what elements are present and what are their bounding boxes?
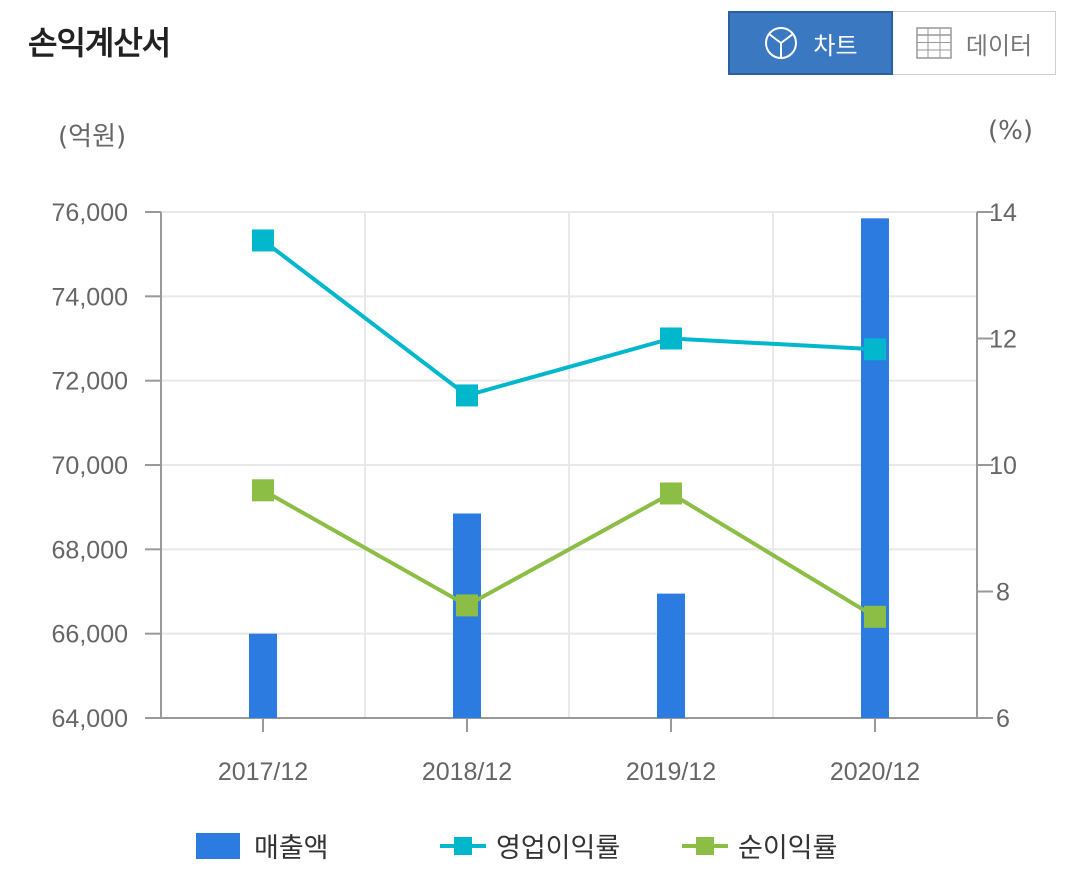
left-axis-tick-label: 72,000 <box>52 368 128 396</box>
view-toggle: 차트 데이터 <box>728 11 1056 75</box>
revenue-bar <box>657 593 685 718</box>
page-title: 손익계산서 <box>28 24 171 62</box>
revenue-bar <box>861 218 889 718</box>
left-axis-tick-label: 66,000 <box>52 621 128 649</box>
left-axis-tick-label: 68,000 <box>52 536 128 564</box>
data-view-button[interactable]: 데이터 <box>893 11 1056 75</box>
legend-label-net-margin: 순이익률 <box>738 833 838 864</box>
legend-item-revenue[interactable]: 매출액 <box>196 826 329 865</box>
legend-line-swatch <box>682 836 728 855</box>
right-axis-tick-label: 6 <box>996 705 1010 733</box>
operating-margin-line <box>261 238 876 398</box>
net-margin-point <box>660 482 682 505</box>
pie-chart-icon <box>763 25 799 61</box>
left-axis-tick-label: 70,000 <box>52 452 128 480</box>
chart-legend: 매출액 영업이익률 순이익률 <box>0 826 1080 866</box>
right-axis-tick-label: 10 <box>989 452 1017 480</box>
legend-bar-swatch <box>196 832 240 859</box>
chart-view-button[interactable]: 차트 <box>728 11 893 75</box>
net-margin-point <box>864 605 886 628</box>
chart-view-label: 차트 <box>813 31 858 60</box>
legend-label-revenue: 매출액 <box>254 833 329 864</box>
legend-line-swatch <box>440 836 486 855</box>
net-margin-point <box>252 479 274 502</box>
left-axis-tick-label: 76,000 <box>52 199 128 227</box>
right-axis-tick-label: 14 <box>989 199 1017 227</box>
right-axis-unit: (%) <box>988 116 1033 146</box>
right-axis-tick-label: 8 <box>996 579 1010 607</box>
net-margin-line <box>262 488 877 619</box>
income-statement-chart: 64,000 66,000 68,000 70,000 72,000 74,000 76,0… <box>52 199 1017 786</box>
legend-item-operating-margin[interactable]: 영업이익률 <box>440 826 620 865</box>
x-axis-tick-label: 2020/12 <box>830 758 920 786</box>
x-axis-tick-label: 2017/12 <box>218 758 308 786</box>
right-axis-tick-label: 12 <box>989 326 1017 354</box>
table-grid-icon <box>916 27 952 59</box>
left-axis-tick-label: 74,000 <box>52 283 128 311</box>
legend-item-net-margin[interactable]: 순이익률 <box>682 826 837 865</box>
revenue-bar <box>249 633 277 718</box>
operating-margin-point <box>660 327 682 350</box>
left-axis-unit: (억원) <box>58 122 127 152</box>
x-axis-tick-label: 2018/12 <box>422 758 512 786</box>
operating-margin-point <box>864 338 886 361</box>
operating-margin-point <box>252 229 274 252</box>
operating-margin-point <box>456 384 478 407</box>
net-margin-point <box>456 594 478 617</box>
data-view-label: 데이터 <box>965 31 1033 60</box>
legend-label-operating-margin: 영업이익률 <box>496 833 621 864</box>
x-axis-tick-label: 2019/12 <box>626 758 716 786</box>
left-axis-tick-label: 64,000 <box>52 705 128 733</box>
